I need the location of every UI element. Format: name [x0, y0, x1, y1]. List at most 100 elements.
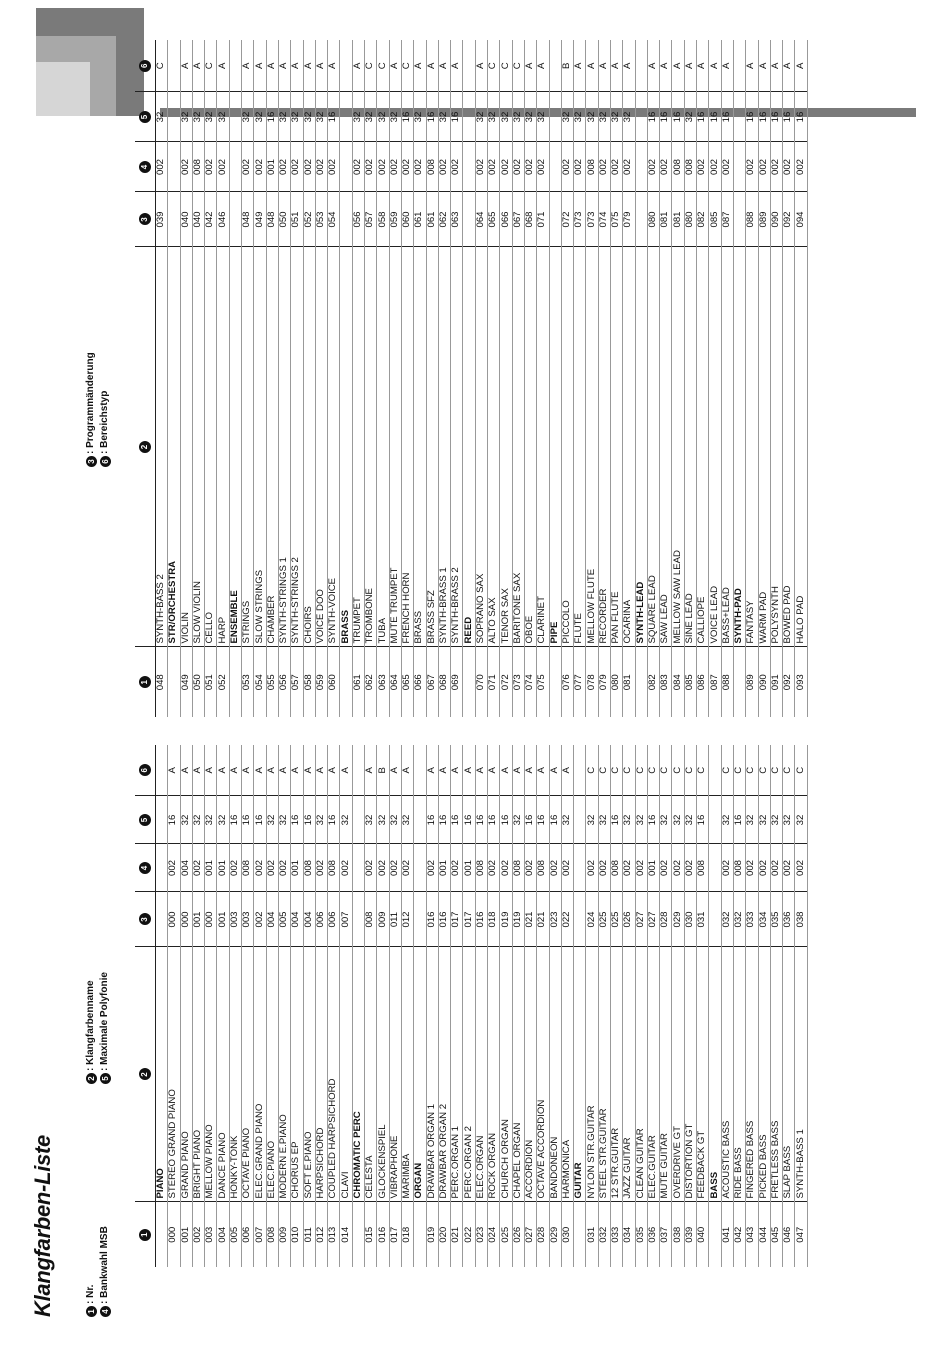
table-cell: 004: [303, 892, 316, 947]
table-cell: 048: [266, 192, 279, 247]
table-cell: 002: [364, 844, 377, 892]
table-cell: 084: [671, 647, 685, 717]
table-row: 083 SAW LEAD 081 002 16 A: [659, 40, 672, 717]
table-cell: [733, 142, 746, 192]
table-cell: 006: [327, 892, 340, 947]
table-cell: 011: [389, 892, 402, 947]
table-cell: 058: [376, 192, 390, 247]
table-cell: 091: [770, 647, 783, 717]
table-cell: 16: [426, 796, 439, 844]
table-row: 078 MELLOW FLUTE 073 008 32 A: [585, 40, 599, 717]
voice-name-cell: SOPRANO SAX: [475, 247, 488, 647]
table-cell: 16: [450, 92, 463, 142]
table-cell: 32: [561, 796, 574, 844]
table-cell: 018: [487, 892, 500, 947]
table-cell: 32: [782, 796, 795, 844]
table-cell: 32: [253, 92, 267, 142]
table-row: 055 CHAMBER 048 001 16 A: [266, 40, 279, 717]
table-cell: 002: [216, 142, 230, 192]
table-cell: 16: [536, 796, 549, 844]
category-row: CHROMATIC PERC: [352, 745, 365, 1267]
table-cell: 004: [266, 892, 279, 947]
table-cell: 16: [241, 796, 254, 844]
table-cell: 002: [180, 142, 193, 192]
voice-name-cell: SYNTH-BASS 1: [794, 947, 808, 1202]
table-header-row: 1 2 3 4 5 6: [135, 745, 156, 1267]
table-cell: [573, 892, 586, 947]
table-cell: A: [327, 745, 340, 796]
table-row: 065 FRENCH HORN 060 002 16 C: [401, 40, 414, 717]
legend-item-1: 1: Nr.: [84, 1226, 98, 1317]
category-row: SYNTH-LEAD: [635, 40, 648, 717]
table-cell: 32: [389, 796, 402, 844]
category-label: REED: [462, 247, 476, 647]
table-cell: 050: [192, 647, 205, 717]
table-cell: 002: [598, 142, 611, 192]
table-cell: A: [192, 40, 205, 92]
column-header: 3: [135, 192, 156, 247]
table-cell: 002: [192, 844, 205, 892]
table-cell: 061: [413, 192, 427, 247]
table-cell: 002: [561, 844, 574, 892]
category-label: SYNTH-LEAD: [635, 247, 648, 647]
column-number-badge: 6: [139, 59, 151, 72]
table-cell: A: [339, 745, 353, 796]
voice-name-cell: ELEC.GRAND PIANO: [253, 947, 267, 1202]
voice-name-cell: SYNTH-BRASS 1: [438, 247, 451, 647]
table-row: 076 PICCOLO 072 002 32 B: [561, 40, 574, 717]
column-number-badge: 4: [139, 862, 151, 874]
table-cell: 32: [573, 92, 586, 142]
table-cell: 073: [573, 192, 586, 247]
table-cell: [549, 40, 562, 92]
category-label: PIPE: [549, 247, 562, 647]
table-cell: 001: [647, 844, 660, 892]
legend-num-2: 2: [86, 1073, 97, 1084]
table-cell: 068: [524, 192, 537, 247]
table-cell: 054: [253, 647, 267, 717]
column-header: 4: [135, 142, 156, 192]
table-cell: 038: [671, 1202, 685, 1267]
table-cell: 32: [266, 796, 279, 844]
legend-item-5: 5: Maximale Polyfonie: [98, 972, 112, 1084]
table-cell: C: [696, 745, 709, 796]
table-cell: 16: [290, 796, 304, 844]
table-cell: 16: [253, 796, 267, 844]
table-cell: 029: [549, 1202, 562, 1267]
table-cell: [733, 92, 746, 142]
table-cell: [635, 92, 648, 142]
table-cell: 002: [524, 844, 537, 892]
table-cell: 019: [512, 892, 525, 947]
category-row: BRASS: [339, 40, 353, 717]
table-cell: 001: [216, 844, 230, 892]
table-cell: 16: [487, 796, 500, 844]
table-cell: 16: [770, 92, 783, 142]
voice-name-cell: SOFT E.PIANO: [303, 947, 316, 1202]
voice-name-cell: TROMBONE: [364, 247, 377, 647]
table-cell: 16: [229, 796, 242, 844]
table-row: 027 ACCORDION 021 002 16 A: [524, 745, 537, 1267]
table-cell: 002: [794, 142, 808, 192]
table-cell: 32: [512, 796, 525, 844]
table-cell: 002: [192, 1202, 205, 1267]
table-cell: 032: [598, 1202, 611, 1267]
table-cell: 32: [770, 796, 783, 844]
table-cell: 059: [389, 192, 402, 247]
table-row: 059 VOICE DOO 053 002 32 A: [315, 40, 328, 717]
table-cell: 32: [622, 92, 636, 142]
voice-name-cell: VIOLIN: [180, 247, 193, 647]
table-cell: 32: [204, 796, 217, 844]
table-row: 022 PERC.ORGAN 2 017 001 16 A: [462, 745, 476, 1267]
table-cell: 002: [167, 844, 181, 892]
table-cell: 016: [426, 892, 439, 947]
voice-name-cell: ELEC.PIANO: [266, 947, 279, 1202]
table-cell: 042: [204, 192, 217, 247]
table-cell: 090: [758, 647, 771, 717]
table-cell: A: [278, 40, 291, 92]
table-cell: 002: [376, 142, 390, 192]
table-cell: 16: [782, 92, 795, 142]
table-cell: [413, 892, 427, 947]
table-cell: 002: [585, 844, 599, 892]
table-cell: 093: [794, 647, 808, 717]
table-cell: 32: [610, 92, 623, 142]
table-row: 092 BOWED PAD 092 002 16 A: [782, 40, 795, 717]
